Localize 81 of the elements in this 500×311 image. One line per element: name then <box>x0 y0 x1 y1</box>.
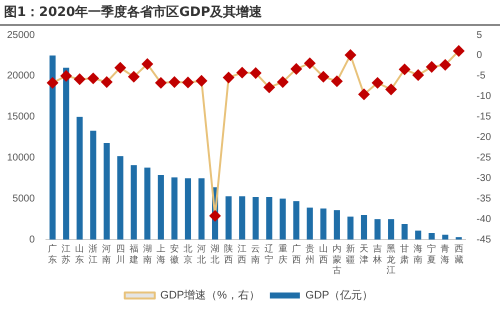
y2-tick-label: -15 <box>476 112 492 123</box>
bar <box>252 197 259 240</box>
bar <box>130 165 137 240</box>
x-tick-label: 贵州 <box>305 243 314 264</box>
bar <box>320 208 326 240</box>
bar <box>239 196 246 240</box>
x-tick-label: 黑龙江 <box>386 243 396 276</box>
y-tick-label: 10000 <box>6 152 36 164</box>
x-tick-label: 新疆 <box>346 243 355 264</box>
x-tick-label: 重庆 <box>278 243 288 264</box>
y-tick-label: 25000 <box>6 30 36 41</box>
bar <box>117 156 124 240</box>
x-tick-label: 广东 <box>48 243 58 264</box>
y2-tick-label: -10 <box>476 91 492 102</box>
bar <box>226 196 232 240</box>
bar <box>171 177 178 240</box>
x-tick-label: 江西 <box>238 243 247 264</box>
x-tick-label: 湖南 <box>142 243 152 264</box>
bar <box>76 116 83 240</box>
x-tick-label: 宁夏 <box>427 243 436 264</box>
y2-tick-label: -5 <box>476 70 486 82</box>
legend-label: GDP增速（%，右） <box>160 288 260 302</box>
x-tick-label: 内蒙古 <box>332 243 342 276</box>
bar <box>306 208 313 240</box>
x-tick-label: 青海 <box>440 243 450 264</box>
bar <box>144 168 150 240</box>
x-tick-label: 江苏 <box>62 243 71 264</box>
y2-tick-label: 0 <box>476 50 483 62</box>
bar <box>90 130 96 240</box>
x-tick-label: 西藏 <box>454 243 464 264</box>
y-tick-label: 20000 <box>6 70 36 82</box>
bar <box>388 219 394 240</box>
x-tick-label: 吉林 <box>372 243 382 264</box>
x-tick-label: 四川 <box>116 243 125 264</box>
bar <box>104 143 110 240</box>
x-tick-label: 浙江 <box>88 243 98 264</box>
y2-tick-label: -45 <box>476 234 492 246</box>
x-tick-label: 陕西 <box>224 243 234 264</box>
x-tick-label: 辽宁 <box>264 243 274 264</box>
x-tick-label: 山东 <box>75 243 84 264</box>
x-tick-label: 云南 <box>251 243 260 264</box>
bar <box>428 233 435 240</box>
y-tick-label: 15000 <box>6 112 36 123</box>
x-tick-label: 河北 <box>197 243 206 264</box>
x-tick-label: 福建 <box>128 243 138 264</box>
bar <box>293 201 300 240</box>
bar <box>198 178 205 240</box>
x-tick-label: 安徽 <box>170 243 179 264</box>
legend-label: GDP（亿元） <box>305 290 374 302</box>
y-tick-label: 5000 <box>12 193 36 204</box>
chart-title: 图1：2020年一季度各省市区GDP及其增速 <box>0 0 500 26</box>
bar <box>280 198 286 240</box>
bar <box>347 216 354 240</box>
bar <box>50 55 56 240</box>
y2-tick-label: -40 <box>476 214 492 225</box>
x-tick-label: 天津 <box>359 243 368 264</box>
x-tick-label: 广西 <box>292 243 301 264</box>
y2-tick-label: -20 <box>476 132 492 144</box>
bar <box>374 219 381 240</box>
bar <box>415 230 422 240</box>
bar <box>334 210 340 240</box>
y2-tick-label: -25 <box>476 152 492 164</box>
bar <box>442 234 448 240</box>
x-tick-label: 河南 <box>102 243 112 264</box>
x-tick-label: 山西 <box>318 243 328 264</box>
x-tick-label: 海南 <box>414 243 423 264</box>
x-tick-label: 上海 <box>156 243 166 264</box>
x-tick-label: 甘肃 <box>400 243 410 264</box>
bar <box>456 237 462 240</box>
y2-tick-label: -30 <box>476 172 492 184</box>
bar <box>266 197 272 240</box>
y2-tick-label: 5 <box>476 30 483 41</box>
y-tick-label: 0 <box>29 234 36 246</box>
bar <box>360 215 368 240</box>
y2-tick-label: -35 <box>476 193 492 204</box>
x-tick-label: 北京 <box>183 243 192 264</box>
bar <box>402 224 408 240</box>
bar <box>184 178 192 240</box>
x-tick-label: 湖北 <box>210 243 220 264</box>
bar <box>158 174 164 240</box>
bar <box>63 68 70 240</box>
